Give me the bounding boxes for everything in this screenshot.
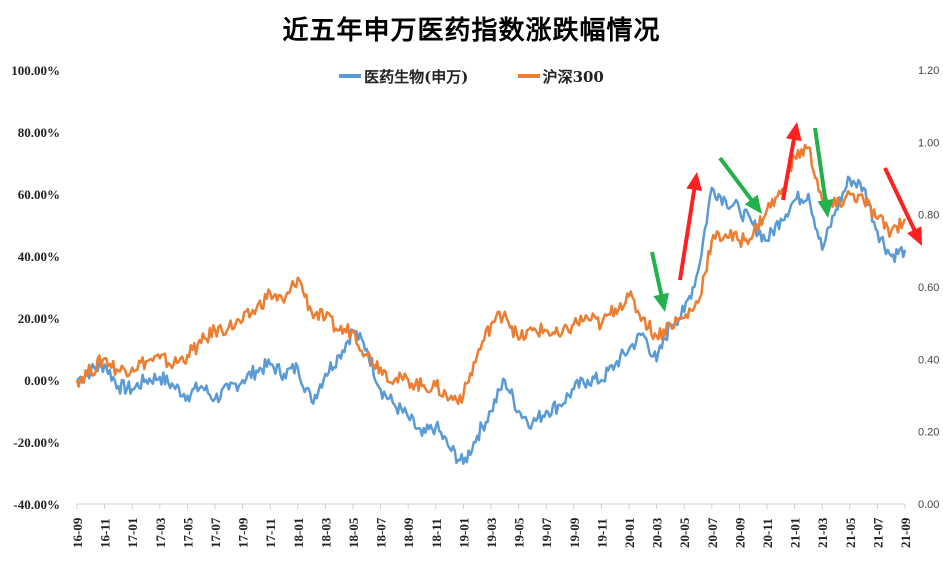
x-tick-label: 21-05 (843, 517, 858, 548)
y2-tick-label: 0.20 (918, 427, 939, 439)
arrow-up-icon (678, 172, 703, 281)
x-tick-label: 16-11 (98, 518, 113, 548)
y-tick-label: -20.00% (13, 435, 60, 450)
x-tick-label: 18-07 (374, 517, 389, 548)
legend-label: 医药生物(申万) (364, 67, 469, 86)
x-tick-label: 20-09 (732, 517, 747, 548)
legend-swatch (517, 74, 540, 78)
legend-item-pharma: 医药生物(申万) (339, 66, 468, 87)
x-tick-label: 21-09 (898, 517, 913, 548)
y-tick-label: 60.00% (18, 187, 60, 202)
x-tick-label: 21-01 (788, 518, 803, 548)
y-tick-label: -40.00% (13, 497, 60, 512)
x-tick-label: 17-09 (236, 517, 251, 548)
x-tick-label: 20-01 (622, 518, 637, 548)
x-tick-label: 21-07 (870, 517, 885, 548)
legend: 医药生物(申万) 沪深300 (0, 64, 943, 87)
x-tick-label: 17-05 (180, 517, 195, 548)
legend-swatch (339, 74, 362, 78)
arrow-up-icon (781, 122, 802, 201)
x-tick-label: 20-11 (760, 518, 775, 548)
y2-tick-label: 1.20 (918, 65, 939, 77)
x-tick-label: 19-09 (567, 517, 582, 548)
x-tick-label: 18-09 (401, 517, 416, 548)
x-tick-label: 17-03 (153, 517, 168, 548)
arrow-down-icon (650, 251, 670, 312)
legend-label: 沪深300 (542, 67, 604, 86)
x-tick-label: 21-03 (815, 517, 830, 548)
y-tick-label: 100.00% (11, 63, 60, 78)
x-tick-label: 20-05 (677, 517, 692, 548)
arrow-down-icon (813, 127, 834, 218)
y2-tick-label: 0.40 (918, 354, 939, 366)
x-tick-label: 19-07 (539, 517, 554, 548)
arrow-down-icon (883, 167, 922, 246)
series-line-0 (76, 175, 907, 465)
y-tick-label: 40.00% (18, 249, 60, 264)
x-tick-label: 18-11 (429, 518, 444, 548)
x-tick-label: 19-03 (484, 517, 499, 548)
x-tick-label: 18-03 (318, 517, 333, 548)
x-tick-label: 20-03 (650, 517, 665, 548)
y2-tick-label: 0.60 (918, 282, 939, 294)
x-tick-label: 20-07 (705, 517, 720, 548)
y2-tick-label: 0.80 (918, 210, 939, 222)
y2-tick-label: 1.00 (918, 137, 939, 149)
x-tick-label: 18-05 (346, 517, 361, 548)
y-tick-label: 0.00% (24, 373, 60, 388)
x-tick-label: 16-09 (70, 517, 85, 548)
x-tick-label: 18-01 (291, 518, 306, 548)
x-tick-label: 19-01 (456, 518, 471, 548)
series-line-1 (75, 143, 907, 406)
chart-title: 近五年申万医药指数涨跌幅情况 (282, 16, 661, 46)
x-tick-label: 19-05 (512, 517, 527, 548)
y-tick-label: 20.00% (18, 311, 60, 326)
x-tick-label: 17-11 (263, 518, 278, 548)
legend-item-hs300: 沪深300 (517, 66, 604, 87)
x-tick-label: 19-11 (594, 518, 609, 548)
x-tick-label: 17-01 (125, 518, 140, 548)
y2-tick-label: 0.00 (918, 499, 939, 511)
y-tick-label: 80.00% (18, 125, 60, 140)
arrow-down-icon (718, 156, 762, 214)
x-tick-label: 17-07 (208, 517, 223, 548)
